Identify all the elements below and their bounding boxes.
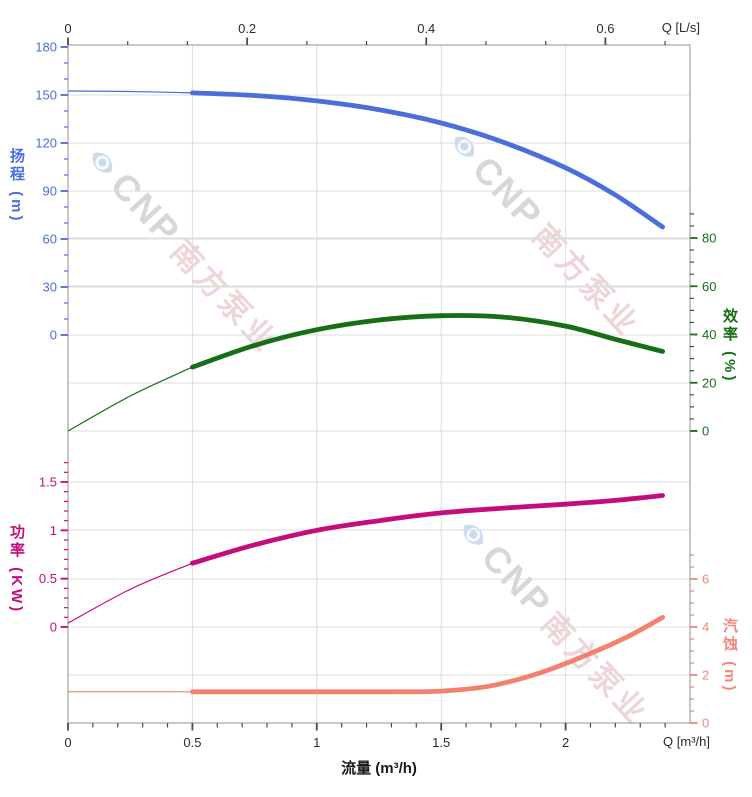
top-axis-tick-label: 0.2 bbox=[238, 21, 256, 36]
y_head-tick-label: 150 bbox=[35, 88, 57, 103]
power-curve-thin bbox=[67, 562, 193, 624]
top-axis-unit-label: Q [L/s] bbox=[661, 20, 700, 35]
y_npsh-tick-label: 0 bbox=[702, 716, 709, 731]
npsh-axis-title: 汽蚀 (m) bbox=[721, 618, 738, 694]
top-axis-tick-label: 0.4 bbox=[417, 21, 435, 36]
y_head-tick-label: 180 bbox=[35, 40, 57, 55]
bottom-axis-tick-label: 2 bbox=[562, 735, 569, 750]
cnp-logo-icon bbox=[93, 152, 113, 173]
efficiency-curve bbox=[190, 313, 665, 370]
head-curve-thin bbox=[67, 90, 193, 94]
watermark: CNP 南方泵业 bbox=[447, 508, 661, 733]
y_eff-tick-label: 40 bbox=[702, 327, 716, 342]
y_eff-tick-label: 60 bbox=[702, 279, 716, 294]
top-axis-tick-label: 0 bbox=[64, 21, 71, 36]
npsh-curve bbox=[190, 615, 665, 695]
y_power-tick-label: 1 bbox=[50, 523, 57, 538]
y_npsh-tick-label: 4 bbox=[702, 620, 709, 635]
y_head-tick-label: 120 bbox=[35, 136, 57, 151]
efficiency-curve-thin bbox=[67, 366, 193, 432]
cnp-logo-icon bbox=[455, 136, 475, 157]
bottom-axis-tick-label: 0 bbox=[64, 735, 71, 750]
head-axis-title: 扬程 (m) bbox=[8, 148, 25, 224]
efficiency-axis-title: 效率 (%) bbox=[721, 308, 738, 384]
y_power-tick-label: 0 bbox=[50, 620, 57, 635]
bottom-axis-tick-label: 0.5 bbox=[183, 735, 201, 750]
cnp-logo-icon bbox=[464, 524, 484, 545]
x-axis-title: 流量 (m³/h) bbox=[341, 760, 417, 777]
y_eff-tick-label: 0 bbox=[702, 424, 709, 439]
head-curve bbox=[190, 90, 665, 230]
power-axis-title: 功率 (KW) bbox=[8, 524, 25, 615]
y_power-tick-label: 1.5 bbox=[39, 475, 57, 490]
watermark: CNP 南方泵业 bbox=[438, 120, 652, 345]
bottom-axis-tick-label: 1.5 bbox=[432, 735, 450, 750]
y_eff-tick-label: 20 bbox=[702, 375, 716, 390]
bottom-axis-tick-label: 1 bbox=[313, 735, 320, 750]
y_head-tick-label: 60 bbox=[43, 232, 57, 247]
y_head-tick-label: 0 bbox=[50, 328, 57, 343]
y_power-tick-label: 0.5 bbox=[39, 571, 57, 586]
y_head-tick-label: 30 bbox=[43, 280, 57, 295]
y_head-tick-label: 90 bbox=[43, 184, 57, 199]
plot-border bbox=[67, 44, 691, 724]
y_npsh-tick-label: 2 bbox=[702, 668, 709, 683]
y_npsh-tick-label: 6 bbox=[702, 572, 709, 587]
watermark: CNP 南方泵业 bbox=[76, 136, 290, 361]
y_eff-tick-label: 80 bbox=[702, 231, 716, 246]
power-curve bbox=[190, 493, 665, 566]
bottom-axis-unit-label: Q [m³/h] bbox=[663, 734, 710, 749]
top-axis-tick-label: 0.6 bbox=[596, 21, 614, 36]
